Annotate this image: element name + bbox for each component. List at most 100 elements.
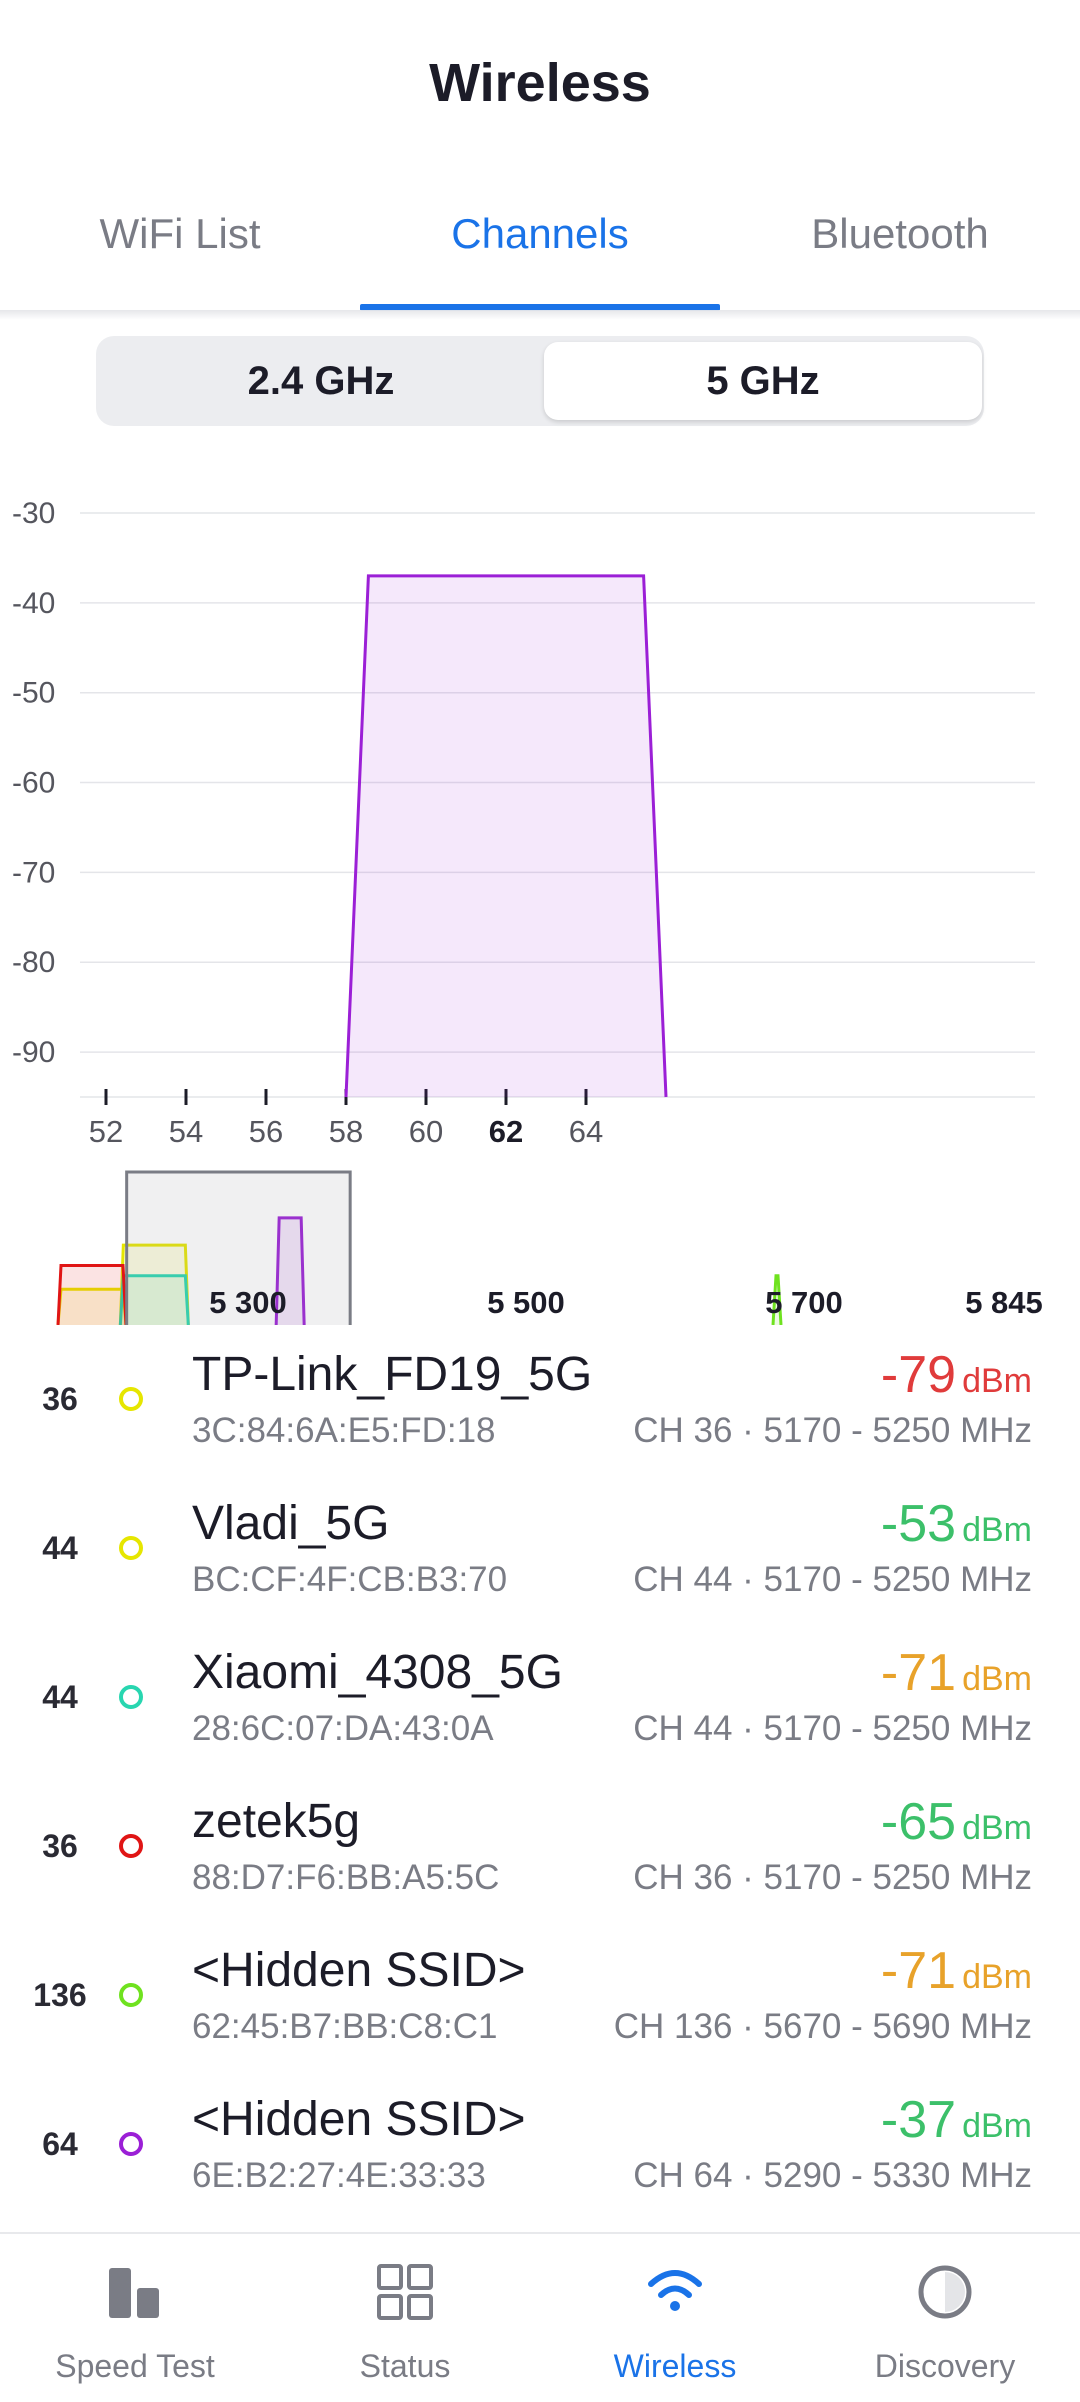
network-signal: -71 dBm: [881, 1643, 1032, 1703]
overview-view-window[interactable]: [125, 1170, 352, 1325]
network-channel: 44: [42, 1679, 78, 1715]
network-ssid: Vladi_5G: [192, 1497, 390, 1550]
network-row[interactable]: 64 <Hidden SSID> 6E:B2:27:4E:33:33 -37 dBm CH…: [0, 2070, 1080, 2219]
network-channel: 136: [33, 1977, 87, 2013]
speed-test-icon: [109, 2268, 159, 2318]
y-tick-label: -60: [12, 767, 55, 800]
band-2-4ghz-button[interactable]: 2.4 GHz: [247, 359, 395, 403]
nav-label: Discovery: [874, 2348, 1016, 2384]
network-mac: 3C:84:6A:E5:FD:18: [192, 1411, 496, 1450]
overview-signal-area: [120, 1275, 189, 1325]
y-tick-label: -30: [12, 497, 55, 530]
network-list: 36 TP-Link_FD19_5G 3C:84:6A:E5:FD:18 -79 dBm…: [0, 1325, 1080, 2219]
signal-value: -65: [880, 1793, 957, 1851]
nav-discovery[interactable]: Discovery: [810, 2234, 1080, 2402]
network-ssid: TP-Link_FD19_5G: [192, 1348, 593, 1401]
network-ssid: zetek5g: [192, 1795, 361, 1848]
x-tick-label: 52: [89, 1114, 123, 1149]
signal-unit: dBm: [962, 1958, 1032, 1996]
network-channel: 64: [42, 2126, 78, 2162]
nav-label: Wireless: [613, 2348, 737, 2384]
overview-signal-area: [58, 1289, 126, 1325]
overview-signal-area: [120, 1245, 189, 1325]
tab-channels[interactable]: Channels: [451, 210, 629, 257]
active-tab-indicator: [360, 304, 720, 311]
nav-label: Speed Test: [55, 2348, 215, 2384]
network-signal: -53 dBm: [881, 1494, 1032, 1554]
network-row[interactable]: 44 Vladi_5G BC:CF:4F:CB:B3:70 -53 dBm CH 44 ·…: [0, 1474, 1080, 1623]
network-signal: -65 dBm: [881, 1792, 1032, 1852]
overview-signal-outline: [56, 1264, 128, 1325]
frequency-label: 5 845: [965, 1285, 1043, 1320]
network-color-dot: [119, 2132, 143, 2156]
network-color-dot: [119, 1536, 143, 1560]
x-tick-label: 54: [169, 1114, 203, 1149]
nav-status[interactable]: Status: [270, 2234, 540, 2402]
frequency-label: 5 300: [209, 1285, 287, 1320]
channel-chart[interactable]: -30 -40 -50 -60 -70 -80 -90 52 54 56 58 60 62 64: [0, 470, 1080, 1150]
status-grid-icon: [377, 2264, 433, 2320]
nav-label: Status: [359, 2348, 451, 2384]
network-row[interactable]: 36 zetek5g 88:D7:F6:BB:A5:5C -65 dBm CH 36 · …: [0, 1772, 1080, 1921]
spectrum-overview[interactable]: 5 300 5 500 5 700 5 845: [0, 1150, 1080, 1325]
network-signal-outline: [344, 574, 668, 1098]
discovery-icon: [918, 2265, 972, 2319]
bottom-navigation: Speed Test Status Wireless Discovery: [0, 2232, 1080, 2402]
signal-value: -71: [880, 1942, 957, 2000]
network-signal: -79 dBm: [881, 1345, 1032, 1405]
wifi-icon: [648, 2270, 702, 2311]
y-tick-label: -90: [12, 1036, 55, 1069]
network-channel-info: CH 44 · 5170 - 5250 MHz: [633, 1560, 1032, 1599]
band-toggle: 2.4 GHz 5 GHz: [96, 336, 984, 426]
page-title: Wireless: [429, 53, 651, 113]
network-row[interactable]: 136 <Hidden SSID> 62:45:B7:BB:C8:C1 -71 dBm C…: [0, 1921, 1080, 2070]
network-color-dot: [119, 1685, 143, 1709]
network-channel-info: CH 36 · 5170 - 5250 MHz: [633, 1858, 1032, 1897]
network-ssid: Xiaomi_4308_5G: [192, 1646, 563, 1699]
y-tick-label: -50: [12, 677, 55, 710]
x-tick-label: 64: [569, 1114, 603, 1149]
network-mac: BC:CF:4F:CB:B3:70: [192, 1560, 508, 1599]
x-tick-label: 58: [329, 1114, 363, 1149]
network-channel: 36: [42, 1828, 78, 1864]
network-channel: 44: [42, 1530, 78, 1566]
network-mac: 28:6C:07:DA:43:0A: [192, 1709, 494, 1748]
nav-speed-test[interactable]: Speed Test: [0, 2234, 270, 2402]
network-signal: -37 dBm: [881, 2090, 1032, 2150]
network-channel-info: CH 136 · 5670 - 5690 MHz: [613, 2007, 1032, 2046]
network-channel-info: CH 44 · 5170 - 5250 MHz: [633, 1709, 1032, 1748]
overview-signal-outline: [771, 1274, 783, 1325]
x-tick-label: 62: [489, 1114, 523, 1149]
network-mac: 62:45:B7:BB:C8:C1: [192, 2007, 498, 2046]
tab-bluetooth[interactable]: Bluetooth: [811, 210, 989, 257]
nav-wireless[interactable]: Wireless: [540, 2234, 810, 2402]
network-row[interactable]: 36 TP-Link_FD19_5G 3C:84:6A:E5:FD:18 -79 dBm…: [0, 1325, 1080, 1474]
signal-unit: dBm: [962, 1362, 1032, 1400]
signal-value: -53: [880, 1495, 957, 1553]
network-ssid: <Hidden SSID>: [192, 2093, 526, 2146]
signal-unit: dBm: [962, 1511, 1032, 1549]
network-ssid: <Hidden SSID>: [192, 1944, 526, 1997]
network-signal: -71 dBm: [881, 1941, 1032, 2001]
band-5ghz-button[interactable]: 5 GHz: [544, 342, 982, 420]
signal-value: -79: [880, 1346, 957, 1404]
y-tick-label: -40: [12, 587, 55, 620]
network-color-dot: [119, 1834, 143, 1858]
network-mac: 88:D7:F6:BB:A5:5C: [192, 1858, 500, 1897]
network-channel-info: CH 64 · 5290 - 5330 MHz: [633, 2156, 1032, 2195]
overview-signal-outline: [118, 1274, 190, 1325]
network-mac: 6E:B2:27:4E:33:33: [192, 2156, 486, 2195]
signal-unit: dBm: [962, 1660, 1032, 1698]
x-tick-label: 60: [409, 1114, 443, 1149]
tab-wifi-list[interactable]: WiFi List: [99, 210, 261, 257]
overview-signal-area: [276, 1217, 305, 1325]
network-signal-area: [346, 575, 666, 1097]
y-tick-label: -80: [12, 946, 55, 979]
tab-bar: WiFi List Channels Bluetooth: [0, 170, 1080, 311]
signal-unit: dBm: [962, 2107, 1032, 2145]
network-channel: 36: [42, 1381, 78, 1417]
network-row[interactable]: 44 Xiaomi_4308_5G 28:6C:07:DA:43:0A -71 dBm C…: [0, 1623, 1080, 1772]
signal-unit: dBm: [962, 1809, 1032, 1847]
y-tick-label: -70: [12, 856, 55, 889]
frequency-label: 5 500: [487, 1285, 565, 1320]
